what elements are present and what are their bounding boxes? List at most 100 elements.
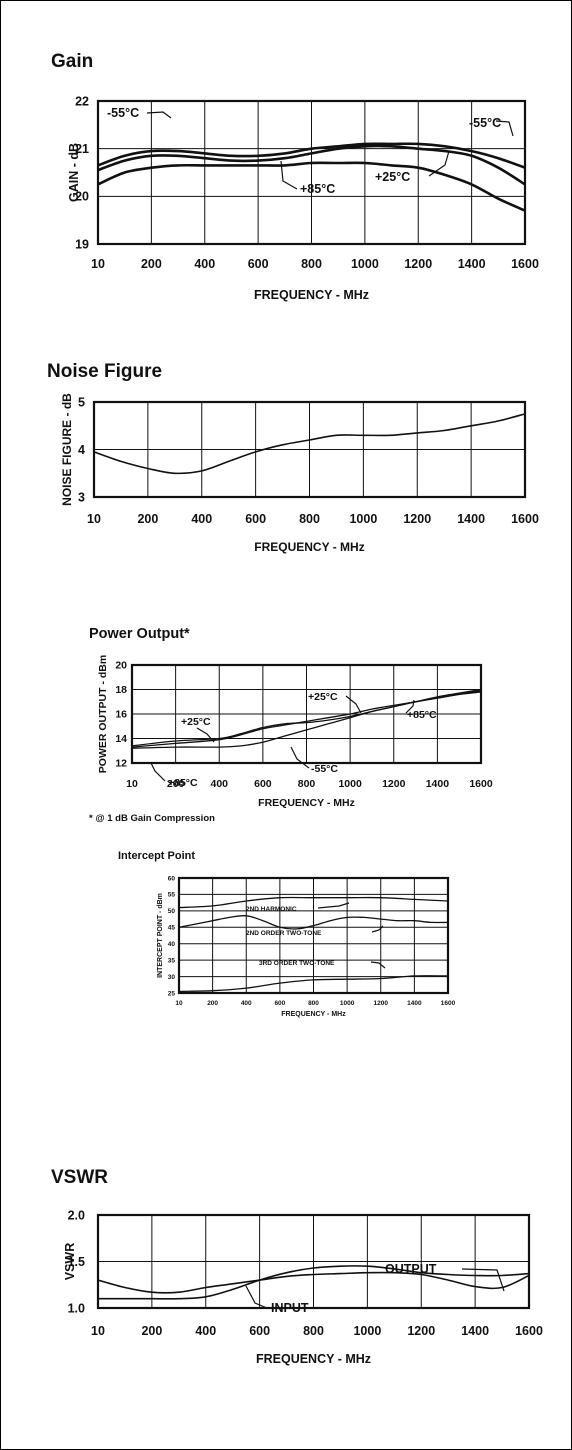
x-tick-label: 800 — [299, 512, 320, 526]
x-tick-label: 1200 — [404, 257, 432, 271]
x-tick-label: 1600 — [511, 512, 539, 526]
annotation-leader — [150, 762, 166, 782]
x-tick-label: 1600 — [515, 1324, 543, 1338]
x-tick-label: 200 — [141, 257, 162, 271]
annotation-leader — [245, 1285, 268, 1309]
y-tick-label: 50 — [168, 908, 176, 915]
chart-title-noise: Noise Figure — [47, 361, 162, 382]
x-tick-label: 1400 — [426, 778, 450, 790]
annotation-leader — [405, 699, 415, 714]
x-tick-label: 200 — [167, 778, 185, 790]
x-tick-label: 1600 — [469, 778, 493, 790]
annotation-leader — [371, 925, 384, 933]
plot-frame — [177, 876, 450, 995]
x-tick-label: 400 — [241, 1000, 252, 1007]
chart-noise: Noise Figure 10 200 400 600 800 1000 1200 1400 16… — [47, 361, 539, 554]
x-tick-label: 10 — [175, 1000, 183, 1007]
x-tick-label: 400 — [210, 778, 228, 790]
chart-title-power: Power Output* — [89, 626, 190, 642]
series-annotation: -55°C — [107, 106, 139, 120]
chart-title-vswr: VSWR — [51, 1167, 108, 1188]
series-line-intercept-1 — [178, 915, 449, 930]
chart-gain: Gain 10 200 400 600 800 1000 1200 1400 1600 19 20 21… — [51, 51, 539, 302]
x-tick-label: 10 — [91, 257, 105, 271]
y-tick-label: 35 — [168, 957, 176, 964]
y-tick-label: 4 — [78, 443, 85, 457]
y-tick-label: 2.0 — [68, 1208, 85, 1222]
plot-frame — [92, 400, 527, 499]
annotation-leader — [146, 111, 172, 119]
y-tick-label: 16 — [115, 709, 127, 721]
y-tick-label: 14 — [115, 733, 127, 745]
y-axis-label: INTERCEPT POINT - dBm — [157, 893, 164, 978]
chart-vswr: VSWR 10 200 400 600 800 1000 1200 1400 1600 1.0 1.5… — [51, 1167, 543, 1366]
chart-title-intercept: Intercept Point — [118, 850, 195, 862]
x-axis-label: FREQUENCY - MHz — [254, 540, 364, 554]
x-tick-label: 10 — [91, 1324, 105, 1338]
x-tick-label: 600 — [249, 1324, 270, 1338]
series-annotation: +25°C — [308, 691, 338, 703]
x-tick-label: 600 — [254, 778, 272, 790]
y-axis-label: NOISE FIGURE - dB — [60, 393, 74, 506]
x-tick-label: 200 — [207, 1000, 218, 1007]
series-annotation: -55°C — [311, 763, 338, 775]
x-tick-label: 1000 — [338, 778, 362, 790]
series-annotation: OUTPUT — [385, 1262, 437, 1276]
series-annotation: 2ND HARMONIC — [246, 906, 297, 913]
y-tick-label: 45 — [168, 925, 176, 932]
annotation-leader — [290, 746, 310, 769]
series-line-vswr-1 — [98, 1265, 530, 1300]
annotation-leader — [428, 150, 450, 177]
y-tick-label: 20 — [75, 190, 89, 204]
plot-frame — [96, 1213, 531, 1310]
x-axis-label: FREQUENCY - MHz — [258, 797, 355, 809]
x-tick-label: 200 — [137, 512, 158, 526]
x-tick-label: 800 — [301, 257, 322, 271]
y-axis-label: POWER OUTPUT - dBm — [97, 655, 109, 773]
x-tick-label: 10 — [87, 512, 101, 526]
x-tick-label: 1600 — [511, 257, 539, 271]
series-line-intercept-2 — [178, 975, 449, 993]
x-tick-label: 1000 — [340, 1000, 355, 1007]
x-tick-label: 600 — [248, 257, 269, 271]
series-annotation: +85°C — [300, 182, 335, 196]
series-annotation: +25°C — [375, 170, 410, 184]
chart-power: Power Output* 10 200 400 600 800 1000 1200 1400 1… — [89, 626, 493, 824]
x-tick-label: 1400 — [407, 1000, 422, 1007]
y-tick-label: 1.0 — [68, 1301, 85, 1315]
series-annotation: INPUT — [271, 1301, 309, 1315]
annotation-leader — [495, 120, 514, 137]
x-tick-label: 800 — [308, 1000, 319, 1007]
series-annotation: 3RD ORDER TWO-TONE — [259, 960, 335, 967]
x-tick-label: 1600 — [441, 1000, 456, 1007]
series-annotation: +85°C — [168, 777, 198, 789]
y-tick-label: 21 — [75, 142, 89, 156]
x-tick-label: 1200 — [407, 1324, 435, 1338]
series-line-vswr-0 — [97, 1271, 530, 1294]
series-line-gain-2 — [97, 161, 526, 212]
series-line-power-2 — [131, 688, 482, 749]
x-tick-label: 1200 — [374, 1000, 389, 1007]
y-tick-label: 55 — [168, 892, 176, 899]
annotation-leader — [317, 902, 350, 909]
x-tick-label: 1200 — [403, 512, 431, 526]
series-line-power-1 — [131, 691, 482, 747]
y-axis-label: GAIN - dB — [67, 143, 81, 202]
y-tick-label: 19 — [75, 237, 89, 251]
series-line-intercept-0 — [178, 896, 449, 909]
y-tick-label: 18 — [115, 684, 127, 696]
x-tick-label: 800 — [303, 1324, 324, 1338]
x-tick-label: 1000 — [351, 257, 379, 271]
x-tick-label: 200 — [141, 1324, 162, 1338]
series-annotation: -55°C — [469, 116, 501, 130]
x-tick-label: 800 — [298, 778, 316, 790]
annotation-leader — [461, 1268, 505, 1292]
y-tick-label: 20 — [115, 660, 127, 672]
x-tick-label: 400 — [194, 257, 215, 271]
x-axis-label: FREQUENCY - MHz — [254, 288, 369, 302]
x-axis-label: FREQUENCY - MHz — [281, 1011, 346, 1018]
x-tick-label: 600 — [245, 512, 266, 526]
plot-frame — [130, 663, 483, 765]
chart-intercept: Intercept Point 10 200 400 600 800 1000 1200 140… — [118, 850, 456, 1018]
y-tick-label: 5 — [78, 395, 85, 409]
